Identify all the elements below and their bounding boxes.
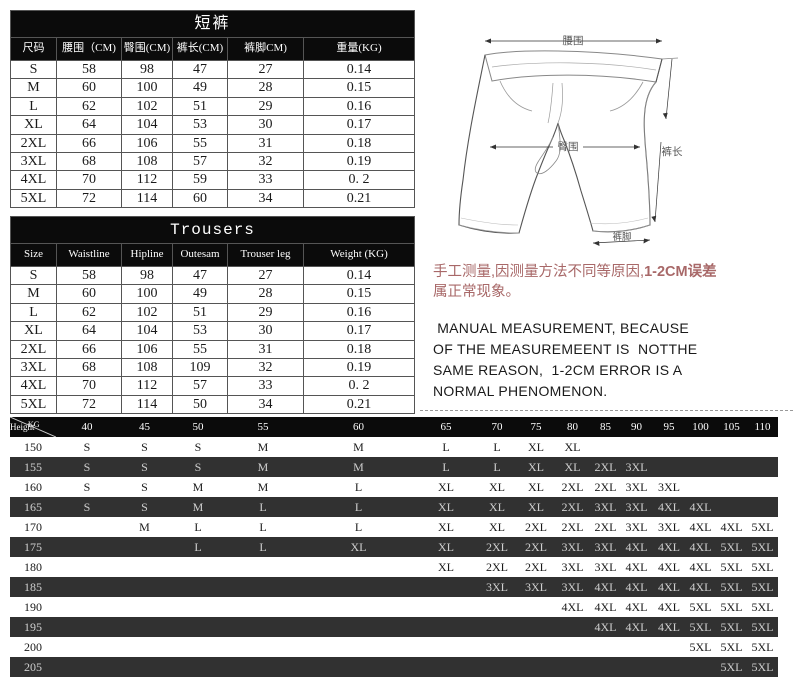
svg-text:臀围: 臀围 [558, 141, 579, 153]
svg-text:腰围: 腰围 [563, 35, 584, 47]
svg-text:裤脚: 裤脚 [612, 231, 631, 243]
svg-text:裤长: 裤长 [662, 145, 683, 158]
